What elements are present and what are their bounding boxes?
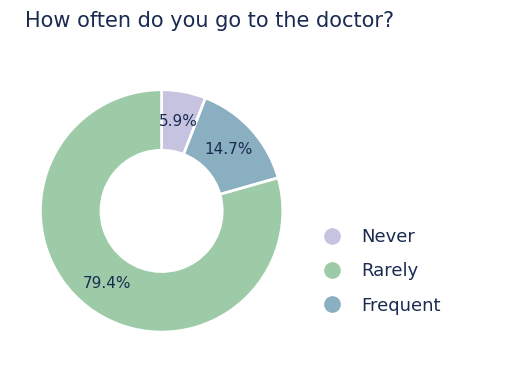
Wedge shape <box>162 90 206 154</box>
Wedge shape <box>183 98 278 194</box>
Text: 14.7%: 14.7% <box>205 142 253 157</box>
Legend: Never, Rarely, Frequent: Never, Rarely, Frequent <box>307 221 448 322</box>
Text: 5.9%: 5.9% <box>159 114 198 129</box>
Wedge shape <box>40 90 283 332</box>
Text: How often do you go to the doctor?: How often do you go to the doctor? <box>25 11 394 32</box>
Text: 79.4%: 79.4% <box>82 276 131 291</box>
